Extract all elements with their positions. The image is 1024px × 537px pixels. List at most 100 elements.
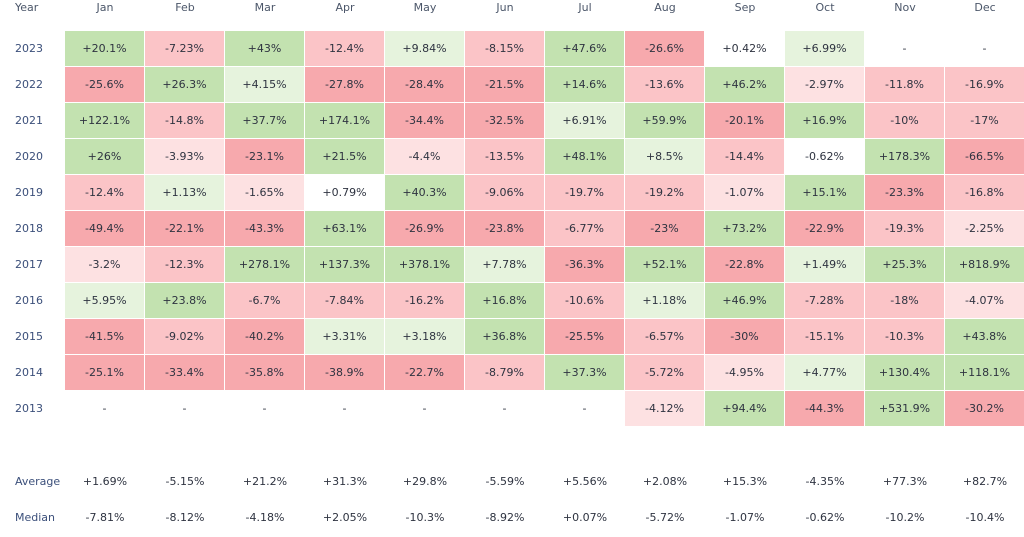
heatmap-cell: +14.6% xyxy=(545,67,625,103)
heatmap-cell: -6.57% xyxy=(625,319,705,355)
median-value: -10.3% xyxy=(405,511,445,524)
heatmap-cell: +47.6% xyxy=(545,31,625,67)
heatmap-cell: +118.1% xyxy=(945,355,1024,391)
heatmap-cell: -38.9% xyxy=(305,355,385,391)
year-label: 2015 xyxy=(15,330,43,343)
heatmap-cell: +7.78% xyxy=(465,247,545,283)
heatmap-cell: +8.5% xyxy=(625,139,705,175)
heatmap-cell: -41.5% xyxy=(65,319,145,355)
heatmap-cell: +94.4% xyxy=(705,391,785,427)
average-value: +15.3% xyxy=(722,475,768,488)
heatmap-cell: +43.8% xyxy=(945,319,1024,355)
median-value: -10.2% xyxy=(885,511,925,524)
heatmap-cell: -34.4% xyxy=(385,103,465,139)
heatmap-cell: +26.3% xyxy=(145,67,225,103)
heatmap-cell: -8.15% xyxy=(465,31,545,67)
heatmap-cell: -12.4% xyxy=(65,175,145,211)
heatmap-cell: +43% xyxy=(225,31,305,67)
heatmap-cell: - xyxy=(945,31,1024,67)
heatmap-cell: - xyxy=(465,391,545,427)
year-label: 2021 xyxy=(15,114,43,127)
heatmap-cell: -28.4% xyxy=(385,67,465,103)
year-label: 2019 xyxy=(15,186,43,199)
heatmap-cell: -33.4% xyxy=(145,355,225,391)
median-value: -4.18% xyxy=(245,511,285,524)
heatmap-cell: -7.23% xyxy=(145,31,225,67)
year-label: 2023 xyxy=(15,42,43,55)
month-header: Oct xyxy=(815,1,835,14)
heatmap-cell: -1.65% xyxy=(225,175,305,211)
year-label: 2017 xyxy=(15,258,43,271)
average-value: +31.3% xyxy=(322,475,368,488)
heatmap-cell: - xyxy=(65,391,145,427)
median-value: +2.05% xyxy=(322,511,368,524)
heatmap-cell: -10.3% xyxy=(865,319,945,355)
heatmap-cell: -16.8% xyxy=(945,175,1024,211)
heatmap-cell: -1.07% xyxy=(705,175,785,211)
heatmap-cell: +0.42% xyxy=(705,31,785,67)
heatmap-cell: -44.3% xyxy=(785,391,865,427)
heatmap-cell: +3.31% xyxy=(305,319,385,355)
heatmap-cell: - xyxy=(305,391,385,427)
heatmap-cell: -49.4% xyxy=(65,211,145,247)
average-value: +21.2% xyxy=(242,475,288,488)
heatmap-cell: - xyxy=(145,391,225,427)
heatmap-cell: +531.9% xyxy=(865,391,945,427)
heatmap-cell: -5.72% xyxy=(625,355,705,391)
average-value: +2.08% xyxy=(642,475,688,488)
median-value: -8.92% xyxy=(485,511,525,524)
heatmap-cell: -23% xyxy=(625,211,705,247)
heatmap-cell: -10.6% xyxy=(545,283,625,319)
heatmap-cell: - xyxy=(865,31,945,67)
heatmap-cell: -14.4% xyxy=(705,139,785,175)
heatmap-cell: +63.1% xyxy=(305,211,385,247)
heatmap-cell: -20.1% xyxy=(705,103,785,139)
average-label: Average xyxy=(15,475,61,488)
heatmap-cell: -19.3% xyxy=(865,211,945,247)
heatmap-cell: -3.2% xyxy=(65,247,145,283)
heatmap-cell: -23.1% xyxy=(225,139,305,175)
heatmap-cell: +818.9% xyxy=(945,247,1024,283)
month-header: Feb xyxy=(175,1,195,14)
heatmap-cell: -15.1% xyxy=(785,319,865,355)
heatmap-cell: - xyxy=(385,391,465,427)
median-value: -5.72% xyxy=(645,511,685,524)
heatmap-cell: +1.13% xyxy=(145,175,225,211)
heatmap-cell: - xyxy=(225,391,305,427)
median-value: -1.07% xyxy=(725,511,765,524)
heatmap-cell: -23.8% xyxy=(465,211,545,247)
heatmap-cell: -23.3% xyxy=(865,175,945,211)
heatmap-cell: -36.3% xyxy=(545,247,625,283)
heatmap-cell: -43.3% xyxy=(225,211,305,247)
median-value: +0.07% xyxy=(562,511,608,524)
heatmap-cell: +178.3% xyxy=(865,139,945,175)
heatmap-cell: -12.3% xyxy=(145,247,225,283)
heatmap-cell: -13.5% xyxy=(465,139,545,175)
heatmap-cell: - xyxy=(545,391,625,427)
heatmap-cell: -22.8% xyxy=(705,247,785,283)
heatmap-cell: -4.95% xyxy=(705,355,785,391)
heatmap-cell: -8.79% xyxy=(465,355,545,391)
heatmap-cell: -35.8% xyxy=(225,355,305,391)
heatmap-cell: +6.99% xyxy=(785,31,865,67)
heatmap-cell: +20.1% xyxy=(65,31,145,67)
heatmap-cell: +37.7% xyxy=(225,103,305,139)
heatmap-cell: -25.5% xyxy=(545,319,625,355)
heatmap-cell: +137.3% xyxy=(305,247,385,283)
heatmap-cell: +23.8% xyxy=(145,283,225,319)
heatmap-cell: +3.18% xyxy=(385,319,465,355)
heatmap-cell: +37.3% xyxy=(545,355,625,391)
month-header: Aug xyxy=(654,1,676,14)
heatmap-cell: -10% xyxy=(865,103,945,139)
heatmap-cell: -26.9% xyxy=(385,211,465,247)
heatmap-cell: -16.2% xyxy=(385,283,465,319)
average-value: +82.7% xyxy=(962,475,1008,488)
heatmap-cell: -7.28% xyxy=(785,283,865,319)
heatmap-cell: -25.6% xyxy=(65,67,145,103)
median-value: -8.12% xyxy=(165,511,205,524)
heatmap-cell: -6.7% xyxy=(225,283,305,319)
heatmap-cell: -22.1% xyxy=(145,211,225,247)
heatmap-cell: -4.07% xyxy=(945,283,1024,319)
heatmap-cell: -30% xyxy=(705,319,785,355)
year-label: 2020 xyxy=(15,150,43,163)
